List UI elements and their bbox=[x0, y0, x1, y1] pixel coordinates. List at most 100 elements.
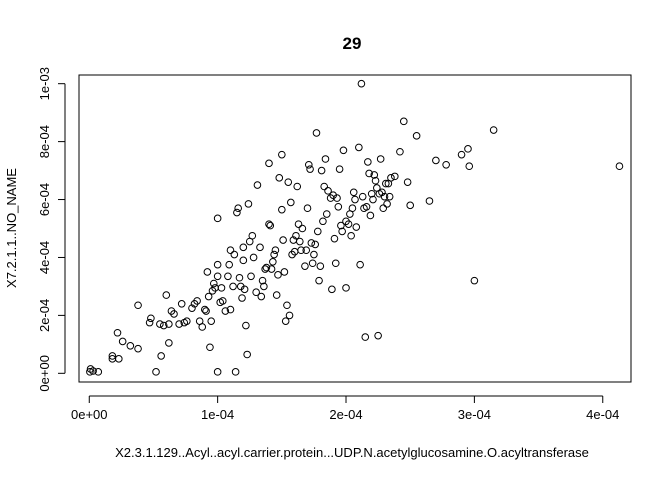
data-point bbox=[260, 282, 268, 291]
data-point bbox=[333, 194, 341, 202]
data-point bbox=[315, 276, 323, 285]
data-point bbox=[297, 246, 305, 255]
data-point bbox=[201, 305, 209, 314]
data-point bbox=[321, 155, 330, 163]
data-point bbox=[281, 317, 290, 325]
data-point bbox=[374, 331, 382, 340]
data-point bbox=[266, 221, 275, 230]
plot-frame bbox=[78, 74, 632, 383]
data-point bbox=[365, 169, 373, 178]
x-axis: 0e+00 1e-04 2e-04 3e-04 4e-04 bbox=[71, 396, 619, 422]
data-point bbox=[425, 197, 434, 205]
data-point bbox=[115, 355, 123, 363]
data-point bbox=[280, 268, 289, 276]
data-point bbox=[387, 174, 395, 182]
y-tick-label: 1e-03 bbox=[37, 67, 52, 100]
data-point bbox=[317, 166, 326, 175]
data-points bbox=[86, 79, 624, 376]
data-point bbox=[284, 178, 293, 186]
data-point bbox=[258, 276, 267, 285]
data-point bbox=[364, 158, 372, 166]
data-point bbox=[351, 195, 359, 204]
data-point bbox=[310, 250, 318, 259]
chart-title: 29 bbox=[343, 34, 362, 53]
data-point bbox=[306, 165, 314, 173]
data-point bbox=[366, 211, 375, 220]
data-point bbox=[379, 204, 388, 213]
data-point bbox=[175, 320, 183, 328]
data-point bbox=[226, 305, 235, 314]
data-point bbox=[301, 262, 309, 270]
data-point bbox=[270, 250, 278, 259]
data-point bbox=[285, 311, 294, 320]
data-point bbox=[193, 297, 201, 305]
data-point bbox=[334, 202, 343, 211]
data-point bbox=[294, 220, 303, 228]
data-point bbox=[339, 146, 348, 155]
data-point bbox=[349, 188, 358, 197]
data-point bbox=[239, 243, 248, 252]
data-point bbox=[367, 189, 376, 198]
data-point bbox=[152, 368, 160, 376]
data-point bbox=[157, 352, 165, 360]
data-point bbox=[213, 272, 222, 281]
data-point bbox=[165, 339, 173, 347]
data-point bbox=[235, 273, 244, 282]
data-point bbox=[382, 179, 390, 188]
data-point bbox=[229, 282, 237, 291]
data-point bbox=[303, 204, 312, 213]
data-point bbox=[470, 276, 479, 285]
data-point bbox=[316, 262, 325, 270]
data-point bbox=[399, 117, 408, 126]
data-point bbox=[465, 162, 474, 171]
data-point bbox=[357, 79, 366, 88]
data-point bbox=[145, 318, 154, 327]
data-point bbox=[380, 192, 389, 201]
data-point bbox=[457, 150, 466, 159]
data-point bbox=[134, 344, 142, 353]
data-point bbox=[272, 291, 281, 299]
data-point bbox=[406, 201, 415, 210]
data-point bbox=[183, 317, 191, 325]
data-point bbox=[165, 320, 173, 328]
data-point bbox=[371, 176, 380, 185]
data-point bbox=[221, 307, 230, 315]
data-point bbox=[170, 310, 178, 318]
data-point bbox=[256, 243, 264, 252]
data-point bbox=[391, 172, 399, 181]
data-point bbox=[344, 220, 353, 228]
data-point bbox=[265, 159, 273, 168]
data-point bbox=[335, 165, 344, 173]
y-tick-label: 0e+00 bbox=[37, 355, 52, 392]
data-point bbox=[378, 188, 386, 197]
data-point bbox=[338, 227, 346, 236]
data-point bbox=[118, 337, 127, 346]
data-point bbox=[352, 223, 361, 231]
data-point bbox=[242, 321, 250, 330]
data-point bbox=[89, 367, 97, 375]
data-point bbox=[274, 271, 282, 279]
data-point bbox=[279, 236, 287, 244]
data-point bbox=[331, 259, 340, 268]
data-point bbox=[198, 323, 207, 331]
data-point bbox=[262, 263, 271, 272]
data-point bbox=[432, 156, 440, 165]
data-point bbox=[275, 174, 284, 182]
data-point bbox=[269, 258, 277, 266]
data-point bbox=[412, 132, 421, 140]
data-point bbox=[231, 368, 240, 376]
data-point bbox=[207, 317, 216, 325]
data-point bbox=[293, 182, 302, 191]
data-point bbox=[86, 368, 94, 376]
data-point bbox=[308, 259, 317, 268]
data-point bbox=[213, 260, 222, 269]
data-point bbox=[249, 253, 258, 262]
x-tick-label: 4e-04 bbox=[586, 407, 619, 422]
data-point bbox=[396, 147, 404, 156]
data-point bbox=[271, 246, 280, 255]
data-point bbox=[177, 300, 186, 308]
data-point bbox=[328, 285, 336, 294]
x-tick-label: 0e+00 bbox=[71, 407, 108, 422]
data-point bbox=[209, 279, 218, 288]
data-point bbox=[348, 204, 357, 213]
